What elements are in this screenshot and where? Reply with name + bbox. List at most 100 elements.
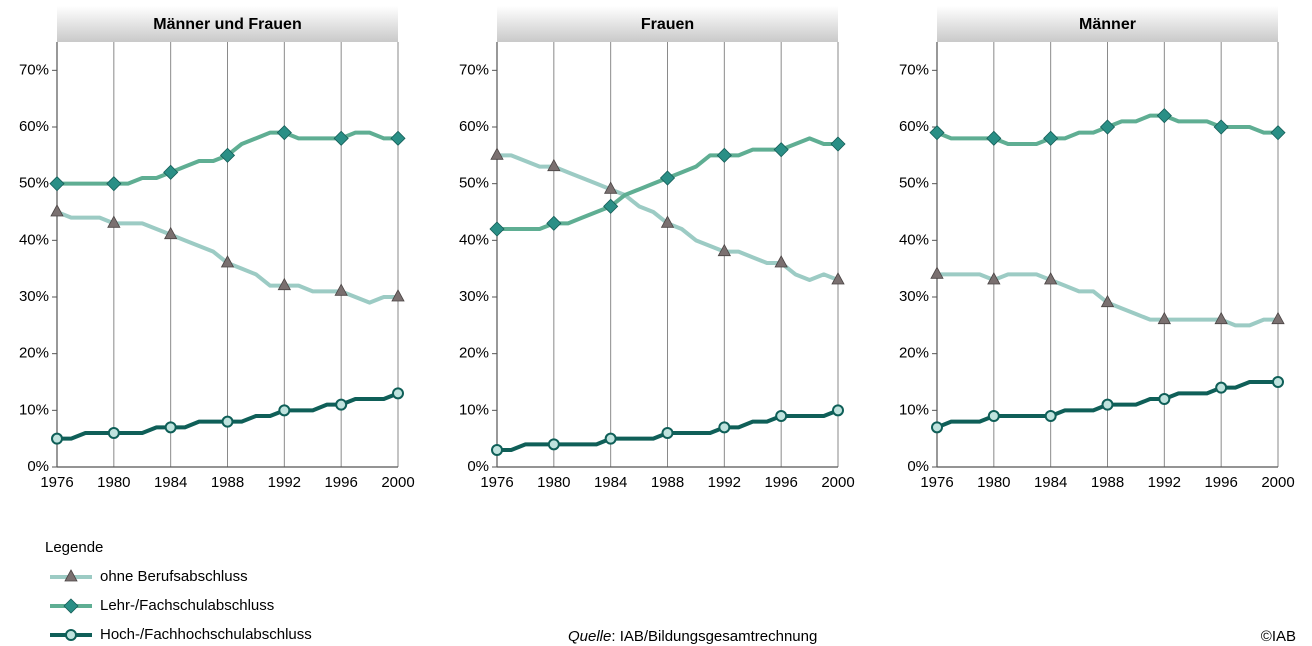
y-tick-label: 60% <box>459 118 489 135</box>
marker <box>986 130 1002 146</box>
legend-label: Lehr-/Fachschulabschluss <box>100 597 274 614</box>
marker <box>333 130 349 146</box>
y-tick-label: 40% <box>459 231 489 248</box>
y-tick-label: 20% <box>459 345 489 362</box>
marker <box>491 444 503 456</box>
x-tick-label: 1980 <box>977 474 1010 491</box>
marker <box>392 387 404 400</box>
marker <box>929 125 945 141</box>
legend-label: Hoch-/Fachhochschulabschluss <box>100 626 312 643</box>
marker <box>987 272 1001 285</box>
y-tick-label: 60% <box>899 118 929 135</box>
x-tick-label: 2000 <box>1261 474 1294 491</box>
y-tick-label: 30% <box>899 288 929 305</box>
x-tick-label: 1980 <box>537 474 570 491</box>
x-tick-label: 1976 <box>920 474 953 491</box>
y-tick-label: 10% <box>899 401 929 418</box>
chart-title: Männer und Frauen <box>153 16 301 33</box>
y-tick-label: 60% <box>19 118 49 135</box>
marker <box>661 427 674 439</box>
marker <box>832 404 844 417</box>
marker <box>489 221 505 237</box>
marker <box>1156 108 1172 124</box>
marker <box>1271 311 1285 325</box>
y-tick-label: 10% <box>459 401 489 418</box>
marker <box>1272 376 1284 388</box>
y-tick-label: 50% <box>899 175 929 192</box>
marker <box>604 432 617 445</box>
x-tick-label: 1984 <box>154 474 187 491</box>
x-tick-label: 1992 <box>268 474 301 491</box>
y-tick-label: 0% <box>27 458 49 475</box>
marker <box>718 421 731 434</box>
source: Quelle: IAB/Bildungsgesamtrechnung <box>568 628 817 645</box>
marker <box>1213 119 1229 135</box>
y-tick-label: 10% <box>19 401 49 418</box>
marker <box>774 255 788 268</box>
marker <box>107 215 121 228</box>
title-bar <box>57 6 398 42</box>
title-bar <box>497 6 838 42</box>
x-tick-label: 1988 <box>651 474 684 491</box>
y-tick-label: 70% <box>899 61 929 78</box>
y-tick-label: 20% <box>899 345 929 362</box>
chart-title: Männer <box>1079 16 1136 33</box>
marker <box>276 125 292 141</box>
x-tick-label: 1996 <box>764 474 797 491</box>
chart-title: Frauen <box>641 16 694 33</box>
marker <box>221 415 234 428</box>
marker <box>220 255 235 268</box>
x-tick-label: 1996 <box>324 474 357 491</box>
marker <box>49 176 65 192</box>
marker <box>830 136 846 152</box>
marker <box>1215 381 1228 394</box>
y-tick-label: 0% <box>907 458 929 475</box>
marker <box>603 181 618 194</box>
x-tick-label: 1984 <box>1034 474 1067 491</box>
marker <box>163 164 179 180</box>
marker <box>1043 130 1059 146</box>
x-tick-label: 1996 <box>1204 474 1237 491</box>
x-tick-label: 1988 <box>1091 474 1124 491</box>
y-tick-label: 0% <box>467 458 489 475</box>
legend-label: ohne Berufsabschluss <box>100 568 248 585</box>
marker <box>1099 119 1116 135</box>
marker <box>391 289 405 302</box>
y-tick-label: 50% <box>19 175 49 192</box>
marker <box>50 204 64 217</box>
x-tick-label: 2000 <box>381 474 414 491</box>
marker <box>163 226 178 240</box>
copyright: ©IAB <box>1261 628 1296 645</box>
y-tick-label: 50% <box>459 175 489 192</box>
marker <box>107 427 120 439</box>
marker <box>335 398 348 411</box>
marker <box>65 629 77 641</box>
title-bar <box>937 6 1278 42</box>
marker <box>775 410 788 422</box>
marker <box>277 277 292 291</box>
marker <box>1100 294 1115 308</box>
x-tick-label: 1984 <box>594 474 627 491</box>
legend-title: Legende <box>45 539 103 556</box>
marker <box>603 198 619 214</box>
y-tick-label: 70% <box>459 61 489 78</box>
y-tick-label: 70% <box>19 61 49 78</box>
y-tick-label: 40% <box>19 231 49 248</box>
marker <box>1214 311 1228 325</box>
marker <box>1101 398 1114 411</box>
marker <box>547 158 561 172</box>
x-tick-label: 2000 <box>821 474 854 491</box>
marker <box>547 438 560 451</box>
marker <box>1270 125 1286 141</box>
marker <box>106 176 122 192</box>
y-tick-label: 30% <box>19 288 49 305</box>
marker <box>930 266 944 279</box>
marker <box>1044 410 1057 422</box>
y-tick-label: 30% <box>459 288 489 305</box>
marker <box>1157 311 1172 325</box>
marker <box>64 569 78 582</box>
marker <box>1158 393 1171 405</box>
marker <box>51 432 63 445</box>
marker <box>831 272 845 285</box>
